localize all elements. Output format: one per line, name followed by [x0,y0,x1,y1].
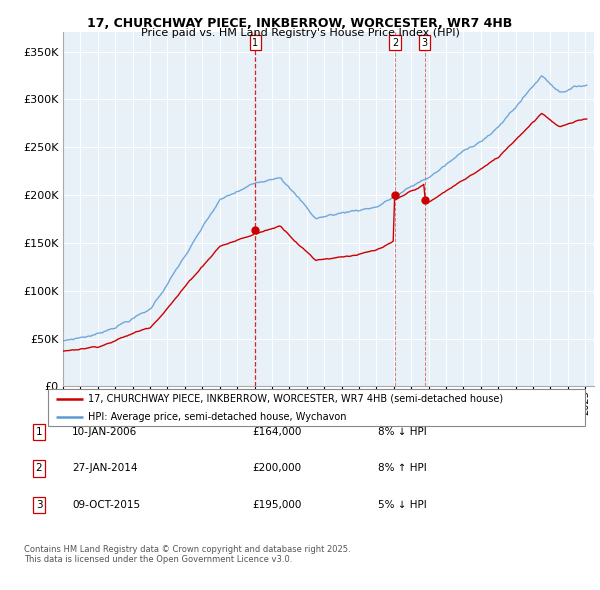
Text: 2: 2 [35,464,43,473]
Text: 3: 3 [422,38,428,48]
Text: 2: 2 [392,38,398,48]
Text: HPI: Average price, semi-detached house, Wychavon: HPI: Average price, semi-detached house,… [88,412,347,422]
Text: 1: 1 [252,38,258,48]
Text: 1: 1 [35,427,43,437]
Text: 8% ↑ HPI: 8% ↑ HPI [378,464,427,473]
Text: 17, CHURCHWAY PIECE, INKBERROW, WORCESTER, WR7 4HB: 17, CHURCHWAY PIECE, INKBERROW, WORCESTE… [88,17,512,30]
Text: £200,000: £200,000 [252,464,301,473]
Text: 10-JAN-2006: 10-JAN-2006 [72,427,137,437]
Text: 27-JAN-2014: 27-JAN-2014 [72,464,137,473]
Text: 5% ↓ HPI: 5% ↓ HPI [378,500,427,510]
Text: 3: 3 [35,500,43,510]
Text: Price paid vs. HM Land Registry's House Price Index (HPI): Price paid vs. HM Land Registry's House … [140,28,460,38]
Text: 8% ↓ HPI: 8% ↓ HPI [378,427,427,437]
Text: Contains HM Land Registry data © Crown copyright and database right 2025.
This d: Contains HM Land Registry data © Crown c… [24,545,350,564]
Text: £195,000: £195,000 [252,500,301,510]
Text: 09-OCT-2015: 09-OCT-2015 [72,500,140,510]
Text: 17, CHURCHWAY PIECE, INKBERROW, WORCESTER, WR7 4HB (semi-detached house): 17, CHURCHWAY PIECE, INKBERROW, WORCESTE… [88,394,503,404]
Text: £164,000: £164,000 [252,427,301,437]
FancyBboxPatch shape [48,389,585,426]
